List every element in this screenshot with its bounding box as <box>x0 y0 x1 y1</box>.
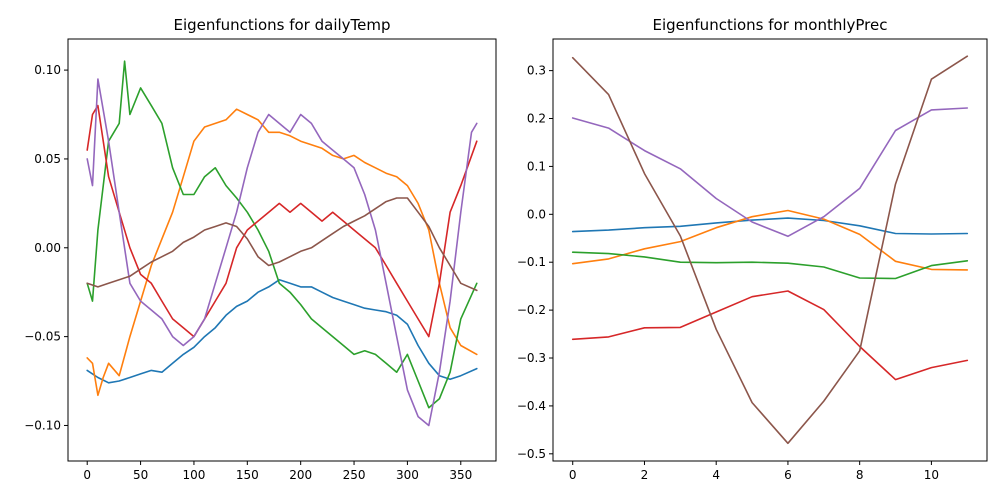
series-line-3 <box>86 60 478 409</box>
series-line-3 <box>571 251 969 280</box>
series-line-2 <box>86 108 478 397</box>
x-tick-label: 100 <box>182 468 205 482</box>
x-tick-label: 350 <box>449 468 472 482</box>
y-tick-label: −0.3 <box>517 351 546 365</box>
series-line-4 <box>571 290 969 381</box>
y-tick-label: −0.05 <box>24 330 61 344</box>
x-tick-label: 0 <box>83 468 91 482</box>
series-layer <box>571 55 969 445</box>
y-tick-label: 0.1 <box>527 159 546 173</box>
x-tick-label: 8 <box>856 468 864 482</box>
y-tick-label: 0.3 <box>527 64 546 78</box>
y-tick-label: −0.2 <box>517 303 546 317</box>
y-tick-label: −0.1 <box>517 255 546 269</box>
series-line-6 <box>571 55 969 445</box>
y-axis: −0.10 −0.05 0.00 0.05 0.10 <box>24 63 68 432</box>
chart-title: Eigenfunctions for dailyTemp <box>173 16 390 34</box>
x-tick-label: 2 <box>641 468 649 482</box>
x-tick-label: 150 <box>236 468 259 482</box>
y-tick-label: −0.10 <box>24 418 61 432</box>
series-line-1 <box>571 217 969 235</box>
plot-area <box>67 38 497 462</box>
chart-daily-temp: Eigenfunctions for dailyTemp 0 50 100 150 20… <box>24 16 497 482</box>
x-tick-label: 250 <box>343 468 366 482</box>
y-tick-label: −0.4 <box>517 399 546 413</box>
chart-title: Eigenfunctions for monthlyPrec <box>653 16 888 34</box>
y-tick-label: −0.5 <box>517 447 546 461</box>
x-axis: 0 50 100 150 200 250 300 350 <box>83 461 472 482</box>
x-tick-label: 10 <box>924 468 939 482</box>
series-line-6 <box>86 197 478 292</box>
x-tick-label: 200 <box>289 468 312 482</box>
series-line-5 <box>571 107 969 238</box>
x-axis: 0 2 4 6 8 10 <box>569 461 939 482</box>
y-axis: −0.5 −0.4 −0.3 −0.2 −0.1 0.0 0.1 0.2 0.3 <box>517 64 553 461</box>
x-tick-label: 4 <box>712 468 720 482</box>
series-line-4 <box>86 104 478 338</box>
chart-monthly-prec: Eigenfunctions for monthlyPrec 0 2 4 6 8 10 −… <box>517 16 988 482</box>
series-line-2 <box>571 209 969 271</box>
series-line-5 <box>86 78 478 427</box>
x-tick-label: 50 <box>133 468 148 482</box>
y-tick-label: 0.10 <box>34 63 61 77</box>
y-tick-label: 0.0 <box>527 207 546 221</box>
plot-area <box>552 38 988 462</box>
x-tick-label: 300 <box>396 468 419 482</box>
x-tick-label: 0 <box>569 468 577 482</box>
y-tick-label: 0.00 <box>34 241 61 255</box>
series-layer <box>86 60 478 427</box>
series-line-1 <box>86 278 478 384</box>
y-tick-label: 0.05 <box>34 152 61 166</box>
x-tick-label: 6 <box>784 468 792 482</box>
y-tick-label: 0.2 <box>527 112 546 126</box>
